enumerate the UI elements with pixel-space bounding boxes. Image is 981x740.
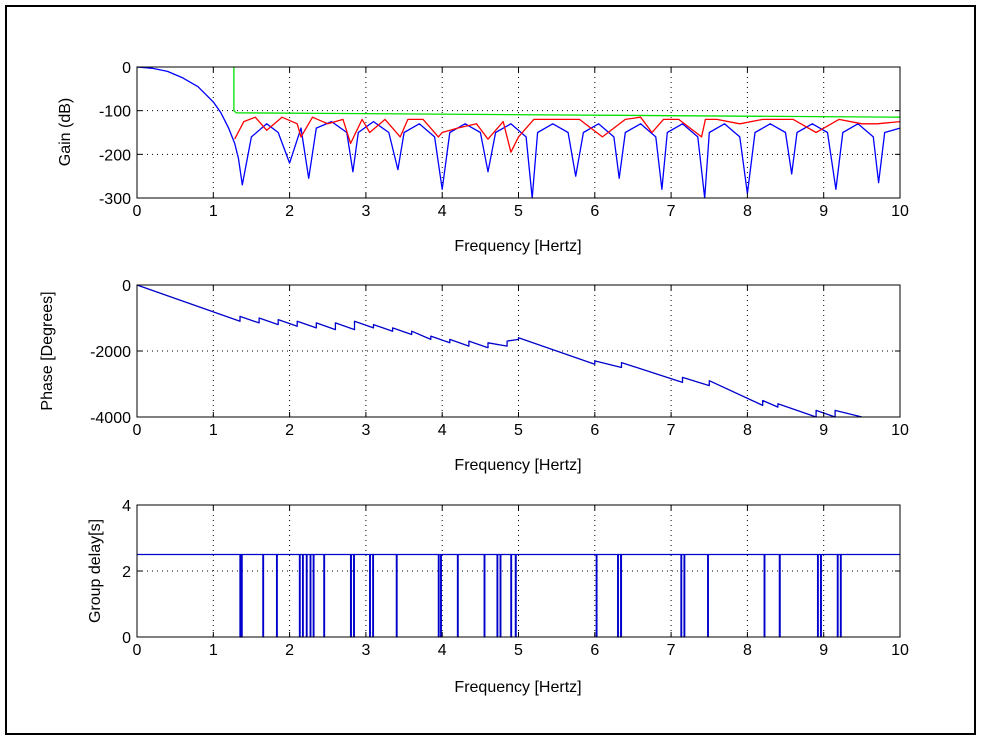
- phase-x-tick-label: 3: [361, 422, 370, 439]
- group-delay-x-tick-label: 0: [133, 642, 142, 659]
- gain-y-tick-label: -100: [99, 104, 131, 121]
- gain-y-tick-label: -300: [99, 191, 131, 208]
- phase-y-tick-label: 0: [122, 278, 131, 295]
- gain-x-tick-label: 9: [819, 203, 828, 220]
- group-delay-plot: 0 1 2 3 4 5 6 7 8 9 10 0 2 4 Frequency [Hertz] Group …: [87, 498, 909, 696]
- group-delay-x-tick-label: 8: [743, 642, 752, 659]
- phase-x-tick-label: 4: [438, 422, 447, 439]
- gain-ticks: 0 1 2 3 4 5 6 7 8 9 10 0 -100 -200 -300: [99, 60, 909, 220]
- group-delay-x-tick-label: 3: [361, 642, 370, 659]
- phase-series-line-0: [136, 284, 863, 418]
- phase-y-tick-label: -4000: [90, 410, 131, 427]
- phase-x-axis-label: Frequency [Hertz]: [454, 457, 581, 474]
- phase-x-tick-label: 7: [667, 422, 676, 439]
- group-delay-x-tick-label: 6: [590, 642, 599, 659]
- gain-x-tick-label: 10: [891, 203, 909, 220]
- phase-x-tick-label: 9: [819, 422, 828, 439]
- phase-x-tick-label: 10: [891, 422, 909, 439]
- gain-x-tick-label: 1: [209, 203, 218, 220]
- phase-x-tick-label: 6: [590, 422, 599, 439]
- gain-y-tick-label: -200: [99, 147, 131, 164]
- group-delay-x-axis-label: Frequency [Hertz]: [454, 679, 581, 696]
- phase-grid: [137, 285, 900, 417]
- gain-x-tick-label: 2: [285, 203, 294, 220]
- gain-series-group: [136, 66, 901, 199]
- group-delay-x-tick-label: 2: [285, 642, 294, 659]
- group-delay-y-tick-label: 2: [122, 564, 131, 581]
- gain-y-axis-label: Gain (dB): [57, 98, 74, 166]
- gain-x-axis-label: Frequency [Hertz]: [454, 238, 581, 255]
- gain-x-tick-label: 0: [133, 203, 142, 220]
- gain-x-tick-label: 8: [743, 203, 752, 220]
- phase-y-axis-label: Phase [Degrees]: [39, 291, 56, 410]
- phase-x-tick-label: 1: [209, 422, 218, 439]
- group-delay-x-tick-label: 10: [891, 642, 909, 659]
- gain-y-tick-label: 0: [122, 60, 131, 77]
- group-delay-ticks: 0 1 2 3 4 5 6 7 8 9 10 0 2 4: [122, 498, 909, 659]
- gain-series-line-1: [234, 116, 901, 153]
- gain-x-tick-label: 4: [438, 203, 447, 220]
- phase-x-tick-label: 8: [743, 422, 752, 439]
- phase-plot: 0 1 2 3 4 5 6 7 8 9 10 0 -2000 -4000 Frequency [Hertz…: [39, 278, 909, 474]
- group-delay-x-tick-label: 1: [209, 642, 218, 659]
- group-delay-y-axis-label: Group delay[s]: [87, 519, 104, 623]
- phase-y-tick-label: -2000: [90, 344, 131, 361]
- group-delay-y-tick-label: 4: [122, 498, 131, 515]
- gain-plot: 0 1 2 3 4 5 6 7 8 9 10 0 -100 -200 -300 Frequency [Her…: [57, 60, 909, 255]
- group-delay-x-tick-label: 9: [819, 642, 828, 659]
- group-delay-x-tick-label: 5: [514, 642, 523, 659]
- gain-x-tick-label: 5: [514, 203, 523, 220]
- gain-series-line-2: [233, 67, 901, 118]
- phase-x-tick-label: 5: [514, 422, 523, 439]
- phase-ticks: 0 1 2 3 4 5 6 7 8 9 10 0 -2000 -4000: [90, 278, 909, 439]
- group-delay-y-tick-label: 0: [122, 630, 131, 647]
- gain-series-line-0: [136, 66, 901, 199]
- phase-x-tick-label: 0: [133, 422, 142, 439]
- group-delay-x-tick-label: 7: [667, 642, 676, 659]
- group-delay-grid: [137, 505, 900, 637]
- phase-series-group: [136, 284, 863, 418]
- phase-x-tick-label: 2: [285, 422, 294, 439]
- group-delay-x-tick-label: 4: [438, 642, 447, 659]
- gain-x-tick-label: 7: [667, 203, 676, 220]
- gain-x-tick-label: 3: [361, 203, 370, 220]
- gain-x-tick-label: 6: [590, 203, 599, 220]
